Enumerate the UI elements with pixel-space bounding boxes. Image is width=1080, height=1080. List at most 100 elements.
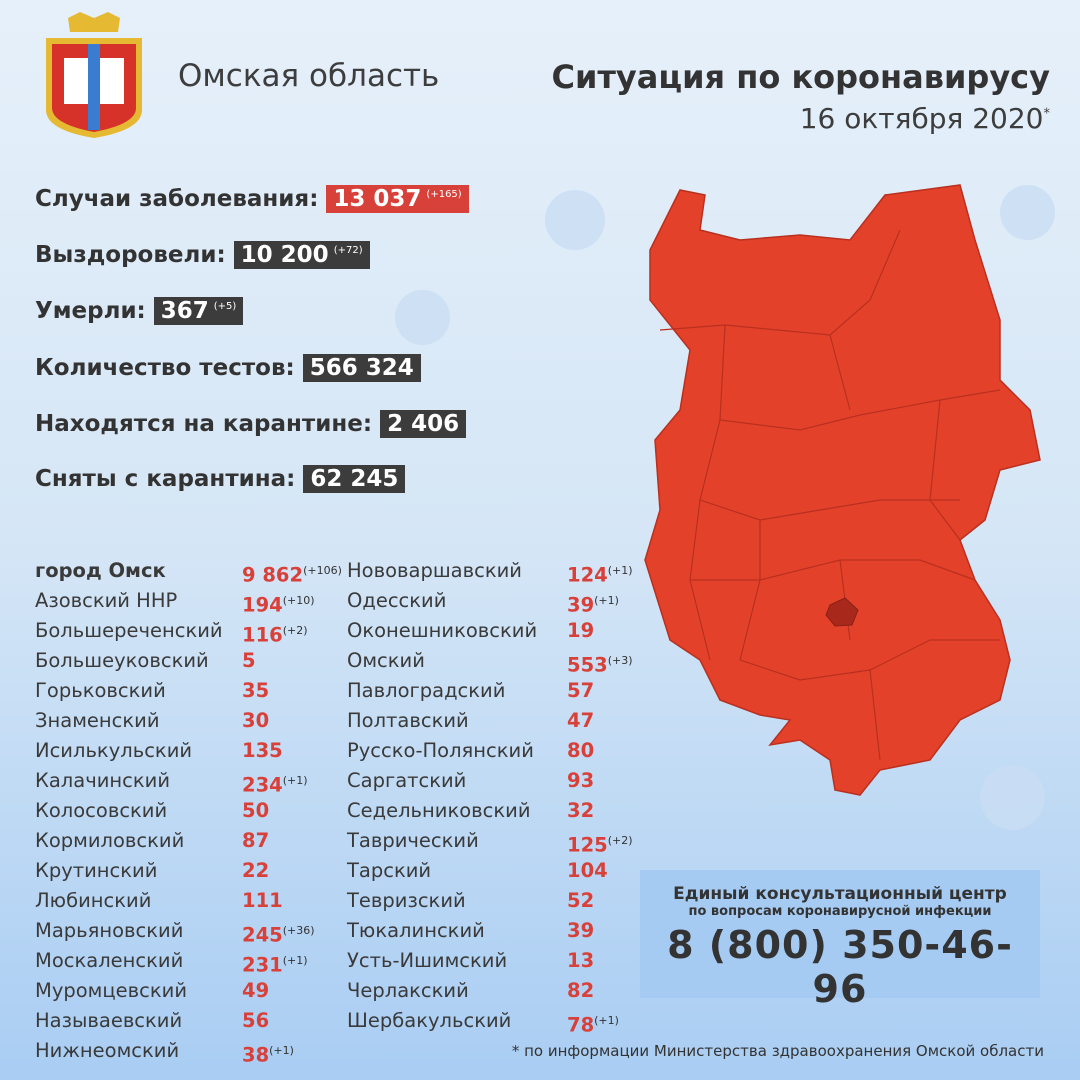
district-value: 39 [567,919,595,942]
district-name: Знаменский [35,709,160,732]
district-cases: 56 [242,1006,269,1036]
stat-label: Выздоровели: [35,242,226,268]
date-text: 16 октября 2020 [799,102,1044,135]
district-cases: 22 [242,856,269,886]
district-cases: 80 [567,736,594,766]
district-name: Шербакульский [347,1009,512,1032]
stat-value-box: 13 037 (+165) [326,185,469,213]
district-name: Горьковский [35,679,166,702]
district-name: Нововаршавский [347,559,522,582]
district-value: 104 [567,859,608,882]
district-value: 9 862 [242,563,304,587]
district-cases: 87 [242,826,269,856]
district-value: 19 [567,619,595,642]
district-value: 80 [567,739,595,762]
district-value: 50 [242,799,270,822]
district-value: 245 [242,923,283,947]
stat-value-box: 10 200 (+72) [233,241,370,269]
hotline-panel: Единый консультационный центр по вопроса… [640,870,1040,1011]
stat-delta: (+5) [213,301,237,313]
omsk-city [825,597,859,627]
stat-value: 566 324 [309,355,414,381]
stat-value-box: 2 406 [380,410,467,438]
district-name: Исилькульский [35,739,193,762]
district-cases: 39 [567,916,594,946]
district-delta: (+3) [607,654,633,667]
stat-row: Умерли: 367 (+5) [35,297,244,325]
virus-decoration-icon [1000,185,1055,240]
district-name: Саргатский [347,769,467,792]
district-value: 135 [242,739,283,762]
stat-label: Случаи заболевания: [35,186,319,212]
district-cases: 124(+1) [567,556,633,591]
district-cases: 116(+2) [242,616,308,651]
hotline-phone[interactable]: 8 (800) 350-46-96 [667,923,1013,1011]
footnote-mark: * [1043,106,1051,122]
hotline-title: Единый консультационный центр [673,884,1007,904]
district-cases: 78(+1) [567,1006,619,1041]
virus-decoration-icon [980,765,1045,830]
district-delta: (+1) [269,1044,294,1057]
district-value: 194 [242,593,283,617]
stat-label: Умерли: [35,298,146,324]
virus-decoration-icon [545,190,605,250]
stat-row: Выздоровели: 10 200 (+72) [35,241,370,269]
stat-delta: (+72) [333,245,363,257]
district-value: 52 [567,889,595,912]
district-delta: (+36) [282,924,315,937]
district-value: 22 [242,859,270,882]
district-cases: 49 [242,976,269,1006]
district-value: 553 [567,653,608,677]
stat-label: Находятся на карантине: [35,411,373,437]
district-cases: 104 [567,856,608,886]
district-delta: (+1) [594,594,619,607]
stat-value-box: 566 324 [302,354,421,382]
district-name: Седельниковский [347,799,531,822]
district-value: 116 [242,623,283,647]
district-name: Одесский [347,589,447,612]
district-name: Большереченский [35,619,223,642]
stat-value-box: 62 245 [303,465,406,493]
district-value: 234 [242,773,283,797]
district-value: 32 [567,799,595,822]
region-name: Омская область [178,58,440,94]
district-cases: 13 [567,946,594,976]
district-name: Большеуковский [35,649,209,672]
district-cases: 19 [567,616,594,646]
district-cases: 93 [567,766,594,796]
district-value: 39 [567,593,595,617]
district-cases: 47 [567,706,594,736]
district-value: 30 [242,709,270,732]
stat-label: Сняты с карантина: [35,466,296,492]
district-cases: 32 [567,796,594,826]
district-value: 5 [242,649,256,672]
district-value: 78 [567,1013,595,1037]
district-name: Тевризский [347,889,466,912]
district-cases: 125(+2) [567,826,633,861]
district-value: 56 [242,1009,270,1032]
district-value: 35 [242,679,270,702]
district-name: Крутинский [35,859,158,882]
district-name: Усть-Ишимский [347,949,508,972]
district-cases: 30 [242,706,269,736]
district-cases: 57 [567,676,594,706]
district-name: Называевский [35,1009,183,1032]
district-cases: 5 [242,646,256,676]
stat-row: Количество тестов: 566 324 [35,354,421,382]
report-date: 16 октября 2020* [800,102,1050,135]
district-cases: 111 [242,886,283,916]
district-delta: (+2) [282,624,308,637]
district-delta: (+1) [594,1014,619,1027]
district-value: 49 [242,979,270,1002]
district-name: Любинский [35,889,152,912]
district-name: Тарский [347,859,432,882]
district-name: Марьяновский [35,919,184,942]
district-cases: 135 [242,736,283,766]
district-value: 125 [567,833,608,857]
stat-value: 62 245 [310,466,399,492]
district-value: 231 [242,953,283,977]
district-name: Азовский ННР [35,589,178,612]
district-cases: 9 862(+106) [242,556,342,591]
district-name: Калачинский [35,769,170,792]
